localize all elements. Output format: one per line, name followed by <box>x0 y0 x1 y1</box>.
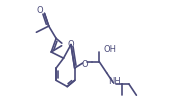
Text: NH: NH <box>108 77 121 86</box>
Text: O: O <box>37 6 43 15</box>
Text: O: O <box>67 40 74 49</box>
Text: OH: OH <box>103 45 116 54</box>
Text: O: O <box>81 60 88 69</box>
